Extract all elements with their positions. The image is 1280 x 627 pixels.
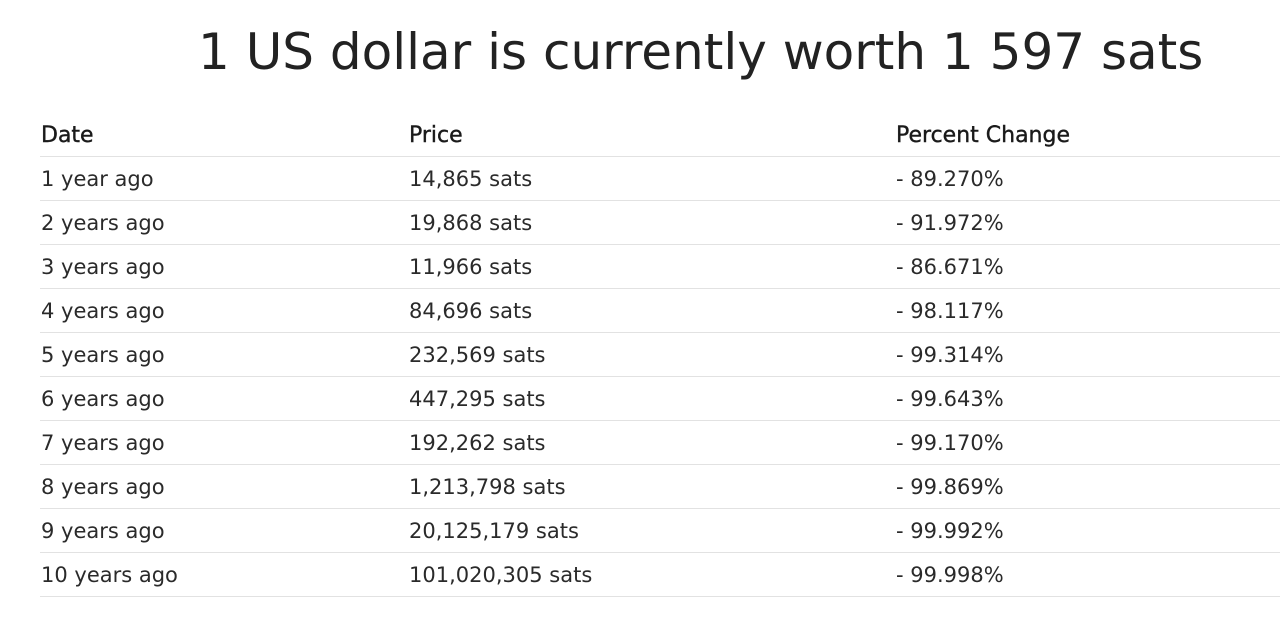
row-price: 20,125,179 sats <box>408 508 895 553</box>
row-price: 447,295 sats <box>408 376 895 421</box>
row-date: 3 years ago <box>40 244 408 289</box>
row-percent-change: - 99.998% <box>895 552 1280 597</box>
row-date: 1 year ago <box>40 156 408 201</box>
row-price: 101,020,305 sats <box>408 552 895 597</box>
table-row: 1 year ago 14,865 sats - 89.270% <box>40 156 1280 201</box>
row-date: 5 years ago <box>40 332 408 377</box>
row-percent-change: - 86.671% <box>895 244 1280 289</box>
row-date: 4 years ago <box>40 288 408 333</box>
table-row: 5 years ago 232,569 sats - 99.314% <box>40 332 1280 377</box>
row-price: 232,569 sats <box>408 332 895 377</box>
header-date: Date <box>40 114 408 157</box>
row-price: 84,696 sats <box>408 288 895 333</box>
price-history-table: Date Price Percent Change 1 year ago 14,… <box>40 114 1280 597</box>
header-price: Price <box>408 114 895 157</box>
row-date: 6 years ago <box>40 376 408 421</box>
row-price: 11,966 sats <box>408 244 895 289</box>
row-percent-change: - 99.869% <box>895 464 1280 509</box>
row-price: 19,868 sats <box>408 200 895 245</box>
row-date: 7 years ago <box>40 420 408 465</box>
row-date: 2 years ago <box>40 200 408 245</box>
row-percent-change: - 99.170% <box>895 420 1280 465</box>
row-price: 192,262 sats <box>408 420 895 465</box>
row-date: 8 years ago <box>40 464 408 509</box>
row-price: 1,213,798 sats <box>408 464 895 509</box>
header-percent-change: Percent Change <box>895 114 1280 157</box>
table-row: 7 years ago 192,262 sats - 99.170% <box>40 420 1280 465</box>
table-row: 4 years ago 84,696 sats - 98.117% <box>40 288 1280 333</box>
row-percent-change: - 99.643% <box>895 376 1280 421</box>
row-percent-change: - 99.314% <box>895 332 1280 377</box>
row-percent-change: - 99.992% <box>895 508 1280 553</box>
table-header-row: Date Price Percent Change <box>40 114 1280 157</box>
row-percent-change: - 98.117% <box>895 288 1280 333</box>
table-row: 3 years ago 11,966 sats - 86.671% <box>40 244 1280 289</box>
page-headline: 1 US dollar is currently worth 1 597 sat… <box>198 23 1204 81</box>
table-row: 10 years ago 101,020,305 sats - 99.998% <box>40 552 1280 597</box>
table-row: 6 years ago 447,295 sats - 99.643% <box>40 376 1280 421</box>
row-date: 10 years ago <box>40 552 408 597</box>
row-date: 9 years ago <box>40 508 408 553</box>
row-percent-change: - 89.270% <box>895 156 1280 201</box>
row-percent-change: - 91.972% <box>895 200 1280 245</box>
table-row: 9 years ago 20,125,179 sats - 99.992% <box>40 508 1280 553</box>
table-row: 2 years ago 19,868 sats - 91.972% <box>40 200 1280 245</box>
table-row: 8 years ago 1,213,798 sats - 99.869% <box>40 464 1280 509</box>
row-price: 14,865 sats <box>408 156 895 201</box>
